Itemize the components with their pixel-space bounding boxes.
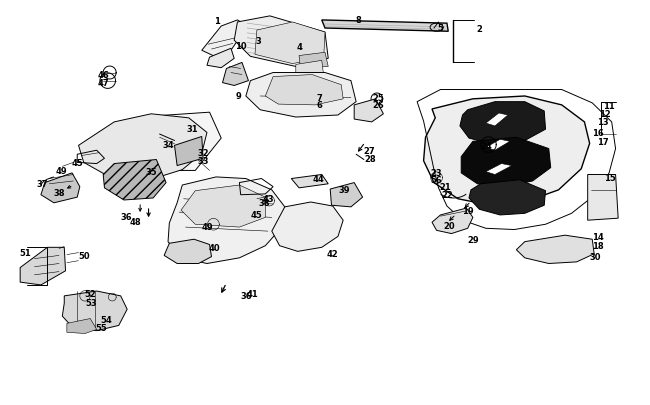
Polygon shape [486, 114, 508, 127]
Text: 38: 38 [53, 188, 65, 197]
Polygon shape [174, 137, 203, 166]
Polygon shape [207, 49, 234, 68]
Text: 8: 8 [356, 15, 361, 25]
Text: 38: 38 [258, 199, 270, 208]
Text: 55: 55 [96, 323, 107, 332]
Text: 18: 18 [592, 242, 603, 251]
Text: 25: 25 [372, 94, 384, 103]
Text: 15: 15 [604, 174, 616, 183]
Text: 42: 42 [327, 249, 339, 259]
Text: 51: 51 [20, 248, 31, 258]
Polygon shape [168, 177, 285, 264]
Polygon shape [246, 73, 356, 118]
Text: 41: 41 [246, 289, 258, 298]
Polygon shape [150, 113, 221, 171]
Polygon shape [202, 21, 247, 57]
Text: 1: 1 [214, 17, 220, 26]
Polygon shape [272, 202, 343, 252]
Text: 24: 24 [480, 141, 492, 151]
Polygon shape [462, 138, 551, 187]
Text: 34: 34 [162, 141, 174, 150]
Polygon shape [291, 175, 328, 188]
Text: 49: 49 [56, 166, 68, 175]
Polygon shape [41, 173, 80, 203]
Polygon shape [62, 291, 127, 331]
Text: 43: 43 [262, 195, 274, 204]
Text: 30: 30 [589, 252, 601, 262]
Text: 17: 17 [597, 137, 608, 147]
Polygon shape [469, 180, 545, 215]
Text: 36: 36 [240, 292, 252, 301]
Text: 26: 26 [372, 101, 384, 110]
Text: 14: 14 [592, 232, 603, 241]
Text: 47: 47 [98, 79, 109, 87]
Text: 45: 45 [72, 158, 83, 167]
Text: 2: 2 [476, 24, 482, 34]
Text: 56: 56 [431, 175, 443, 184]
Text: 31: 31 [186, 125, 198, 134]
Text: 35: 35 [146, 168, 157, 177]
Polygon shape [486, 164, 512, 175]
Text: 44: 44 [313, 175, 324, 183]
Polygon shape [486, 140, 510, 151]
Polygon shape [265, 75, 343, 106]
Text: 54: 54 [100, 315, 112, 324]
Text: 32: 32 [197, 149, 209, 158]
Polygon shape [79, 115, 207, 180]
Text: 46: 46 [98, 70, 109, 79]
Polygon shape [330, 183, 363, 207]
Text: 13: 13 [597, 118, 608, 127]
Text: 12: 12 [599, 110, 611, 119]
Polygon shape [460, 102, 545, 145]
Polygon shape [164, 240, 211, 264]
Text: 16: 16 [592, 129, 603, 138]
Text: 23: 23 [431, 169, 443, 178]
Text: 37: 37 [36, 179, 48, 188]
Polygon shape [255, 23, 325, 64]
Text: 50: 50 [78, 251, 90, 260]
Text: 6: 6 [317, 100, 323, 109]
Text: 10: 10 [235, 41, 246, 50]
Polygon shape [234, 17, 328, 67]
Text: 52: 52 [84, 289, 96, 298]
Polygon shape [322, 21, 448, 32]
Polygon shape [67, 319, 97, 334]
Polygon shape [516, 236, 594, 264]
Text: 45: 45 [251, 211, 263, 220]
Text: 3: 3 [256, 36, 262, 45]
Text: 53: 53 [86, 298, 97, 307]
Polygon shape [181, 185, 265, 228]
Text: 49: 49 [201, 222, 213, 231]
Text: 21: 21 [439, 183, 451, 192]
Text: 40: 40 [209, 243, 220, 252]
Polygon shape [296, 61, 324, 80]
Polygon shape [354, 100, 383, 123]
Text: 29: 29 [467, 235, 478, 244]
Text: 19: 19 [462, 206, 473, 215]
Polygon shape [103, 160, 166, 200]
Text: 22: 22 [441, 191, 453, 200]
Text: 36: 36 [121, 213, 133, 222]
Polygon shape [432, 209, 473, 234]
Polygon shape [222, 63, 248, 86]
Text: 33: 33 [198, 157, 209, 166]
Text: 5: 5 [437, 23, 443, 33]
Text: 7: 7 [317, 94, 322, 103]
Text: 11: 11 [603, 102, 615, 111]
Text: 28: 28 [365, 154, 376, 163]
Polygon shape [20, 248, 66, 285]
Polygon shape [424, 97, 590, 206]
Text: 4: 4 [296, 43, 302, 51]
Polygon shape [588, 175, 618, 221]
Polygon shape [299, 53, 328, 69]
Text: 27: 27 [363, 146, 375, 156]
Text: 9: 9 [236, 92, 242, 101]
Text: 48: 48 [130, 217, 142, 226]
Text: 20: 20 [444, 222, 456, 230]
Text: 39: 39 [339, 185, 350, 194]
